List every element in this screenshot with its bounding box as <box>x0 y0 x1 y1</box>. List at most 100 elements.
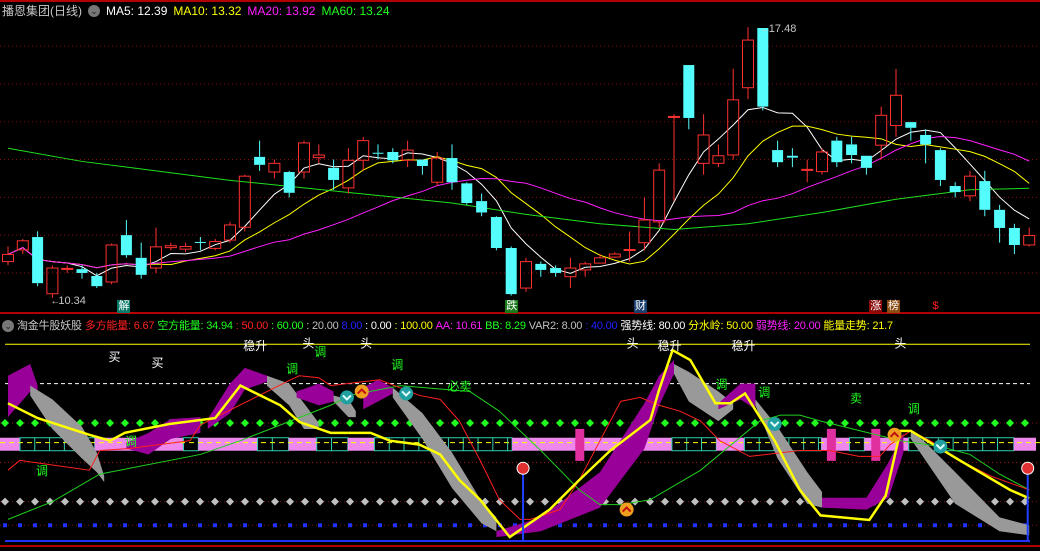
candle-body <box>979 181 991 210</box>
level-marker <box>211 497 219 506</box>
chevron-down-icon[interactable]: ⌄ <box>88 5 100 17</box>
candle-body <box>76 269 88 273</box>
candle <box>32 231 44 287</box>
level-marker <box>676 418 684 427</box>
event-marker[interactable]: 榜 <box>887 300 901 313</box>
chevron-down-icon[interactable]: ⌄ <box>2 320 14 332</box>
candle <box>164 242 177 251</box>
level-marker <box>601 418 609 427</box>
level-marker <box>916 497 924 506</box>
ma-line-ma5 <box>7 106 1030 277</box>
level-marker <box>286 418 294 427</box>
level-marker <box>33 523 37 528</box>
candle <box>831 136 843 168</box>
signal-label: 买 <box>109 350 121 364</box>
level-marker <box>271 418 279 427</box>
level-marker <box>618 523 622 528</box>
candle-body <box>164 245 177 249</box>
candle <box>2 246 14 266</box>
level-marker <box>481 418 489 427</box>
level-marker <box>16 497 24 506</box>
level-marker <box>646 497 654 506</box>
level-marker <box>108 523 112 528</box>
signal-label: 头 <box>360 336 372 350</box>
candle-body <box>816 151 828 173</box>
ma-line-ma60 <box>7 147 1030 230</box>
level-marker <box>318 523 322 528</box>
energy-ribbon <box>496 360 674 538</box>
level-marker <box>331 497 339 506</box>
level-marker <box>151 418 159 427</box>
candle <box>105 243 118 285</box>
candle-body <box>742 39 754 89</box>
candle-body <box>16 240 29 251</box>
red-ball-icon <box>1021 461 1035 475</box>
level-marker <box>918 523 922 528</box>
level-marker <box>378 523 382 528</box>
ma5-value: MA5: 12.39 <box>106 4 168 18</box>
candle <box>520 257 532 292</box>
level-marker <box>31 418 39 427</box>
level-marker <box>843 523 847 528</box>
level-marker <box>63 523 67 528</box>
event-marker[interactable]: 跌 <box>505 300 519 313</box>
candle-body <box>949 186 961 193</box>
event-marker[interactable]: 解 <box>117 300 131 313</box>
level-marker <box>676 497 684 506</box>
candle-body <box>224 224 236 241</box>
candle-body <box>150 246 162 269</box>
candle <box>683 65 695 130</box>
watershed-segment <box>316 437 349 452</box>
level-marker <box>168 523 172 528</box>
watershed-segment <box>288 437 317 451</box>
level-marker <box>1 497 9 506</box>
level-marker <box>841 418 849 427</box>
candle-body <box>91 275 103 287</box>
candle <box>875 106 888 160</box>
candle <box>949 182 961 198</box>
candle-body <box>461 183 473 204</box>
level-marker <box>961 418 969 427</box>
level-marker <box>91 418 99 427</box>
event-marker[interactable]: $ <box>932 300 939 312</box>
candle <box>860 155 872 175</box>
candle-body <box>520 261 532 289</box>
signal-label: 调 <box>758 386 770 400</box>
candle <box>431 151 444 187</box>
level-marker <box>976 418 984 427</box>
level-marker <box>978 523 982 528</box>
icon-chevron <box>769 421 780 428</box>
candle-body <box>905 122 917 128</box>
level-marker <box>423 523 427 528</box>
candle <box>653 163 666 228</box>
candle <box>61 265 74 273</box>
candle <box>905 121 917 141</box>
level-marker <box>721 418 729 427</box>
candle <box>401 140 414 168</box>
candle-body <box>238 175 251 228</box>
event-marker[interactable]: 财 <box>633 300 647 313</box>
energy-ribbon <box>30 385 105 483</box>
candle-body <box>416 159 428 166</box>
level-marker <box>691 497 699 506</box>
candle-body <box>194 241 206 243</box>
level-marker <box>393 523 397 528</box>
level-marker <box>886 418 894 427</box>
level-marker <box>196 497 204 506</box>
watershed-segment <box>849 437 865 452</box>
watershed-segment <box>347 437 375 451</box>
main-chart-header: 播恩集团(日线) ⌄ MA5: 12.39 MA10: 13.32 MA20: … <box>2 2 390 20</box>
candle-body <box>786 155 798 158</box>
indicator-value: VAR2: 8.00 <box>528 320 583 332</box>
level-marker <box>901 418 909 427</box>
level-marker <box>721 497 729 506</box>
level-marker <box>963 523 967 528</box>
level-marker <box>691 418 699 427</box>
level-marker <box>631 497 639 506</box>
level-marker <box>661 418 669 427</box>
candle-body <box>328 167 340 180</box>
candle-body <box>342 159 355 189</box>
indicator-value: : 60.00 <box>271 320 304 332</box>
event-marker[interactable]: 涨 <box>869 300 883 313</box>
candle-body <box>401 149 414 161</box>
